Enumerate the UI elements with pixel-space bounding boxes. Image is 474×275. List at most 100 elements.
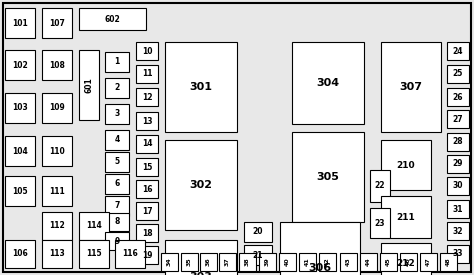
Bar (181, 253, 198, 271)
Bar (447, 245, 469, 263)
Bar (136, 202, 158, 220)
Text: 40: 40 (285, 258, 290, 266)
Bar (136, 135, 158, 153)
Bar (381, 140, 431, 190)
Bar (105, 174, 129, 194)
Text: 111: 111 (49, 186, 65, 196)
Text: 8: 8 (114, 218, 120, 227)
Bar (5, 8, 35, 38)
Text: 303: 303 (190, 273, 212, 275)
Bar (200, 253, 217, 271)
Text: 7: 7 (114, 202, 120, 210)
Bar (136, 246, 158, 264)
Bar (105, 104, 129, 124)
Bar (5, 176, 35, 206)
Text: 25: 25 (453, 70, 463, 78)
Bar (279, 253, 296, 271)
Text: 101: 101 (12, 18, 28, 28)
Text: 106: 106 (12, 249, 28, 258)
Bar (136, 88, 158, 106)
Text: 34: 34 (167, 258, 172, 266)
Text: 35: 35 (187, 258, 192, 266)
Bar (447, 65, 469, 83)
Text: 22: 22 (375, 182, 385, 191)
Bar (292, 42, 364, 124)
Bar (42, 8, 72, 38)
Bar (447, 42, 469, 60)
Bar (42, 176, 72, 206)
Bar (370, 208, 390, 238)
Text: 17: 17 (142, 207, 152, 216)
Bar (105, 78, 129, 98)
Bar (165, 140, 237, 230)
Text: 114: 114 (86, 221, 102, 230)
Text: 4: 4 (114, 136, 119, 144)
Text: 6: 6 (114, 180, 119, 188)
Text: 13: 13 (142, 117, 152, 125)
Bar (105, 130, 129, 150)
Text: 19: 19 (142, 251, 152, 260)
Text: 32: 32 (453, 227, 463, 235)
Bar (420, 253, 437, 271)
Bar (360, 253, 377, 271)
Bar (5, 240, 35, 268)
Bar (79, 212, 109, 240)
Bar (280, 222, 360, 275)
Text: 103: 103 (12, 103, 28, 112)
Text: 23: 23 (375, 219, 385, 227)
Bar (79, 50, 99, 120)
Text: 601: 601 (84, 77, 93, 93)
Text: 44: 44 (366, 258, 371, 266)
Text: 45: 45 (386, 258, 391, 266)
Text: 104: 104 (12, 147, 28, 155)
Bar (259, 253, 276, 271)
Text: 30: 30 (453, 182, 463, 191)
Bar (42, 212, 72, 240)
Text: 33: 33 (453, 249, 463, 258)
Text: 602: 602 (105, 15, 120, 23)
Text: 211: 211 (397, 213, 415, 221)
Bar (447, 155, 469, 173)
Bar (292, 132, 364, 222)
Bar (447, 110, 469, 128)
Bar (136, 180, 158, 198)
Bar (165, 240, 237, 275)
Bar (319, 253, 336, 271)
Bar (340, 253, 357, 271)
Text: 11: 11 (142, 70, 152, 78)
Text: 15: 15 (142, 163, 152, 172)
Text: 36: 36 (206, 258, 211, 266)
Text: 5: 5 (114, 158, 119, 166)
Text: 24: 24 (453, 46, 463, 56)
Text: 47: 47 (426, 258, 431, 266)
Text: 27: 27 (453, 114, 463, 123)
Text: 29: 29 (453, 160, 463, 169)
Bar (136, 158, 158, 176)
Bar (370, 170, 390, 202)
Text: 31: 31 (453, 205, 463, 213)
Bar (219, 253, 236, 271)
Bar (244, 222, 272, 242)
Bar (136, 112, 158, 130)
Text: 304: 304 (317, 78, 339, 88)
Text: 212: 212 (397, 260, 415, 268)
Text: 2: 2 (114, 84, 119, 92)
Text: 9: 9 (114, 236, 119, 246)
Bar (447, 133, 469, 151)
Bar (5, 136, 35, 166)
Bar (400, 253, 417, 271)
Bar (105, 52, 129, 72)
Text: 43: 43 (346, 258, 351, 266)
Text: 109: 109 (49, 103, 65, 112)
Bar (381, 196, 431, 238)
Bar (447, 200, 469, 218)
Bar (42, 93, 72, 123)
Text: 10: 10 (142, 46, 152, 56)
Text: 1: 1 (114, 57, 119, 67)
Bar (79, 8, 146, 30)
Bar (105, 152, 129, 172)
Text: 3: 3 (114, 109, 119, 119)
Text: 20: 20 (253, 227, 263, 236)
Text: 48: 48 (446, 258, 451, 266)
Text: 302: 302 (190, 180, 212, 190)
